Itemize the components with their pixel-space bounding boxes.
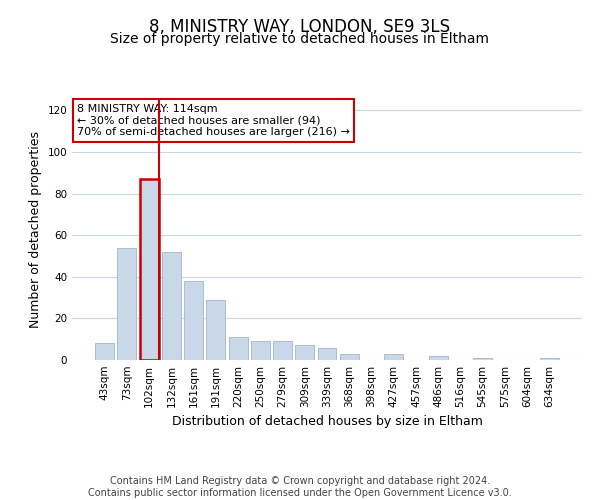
- Bar: [273, 342, 292, 360]
- Bar: [473, 358, 492, 360]
- X-axis label: Distribution of detached houses by size in Eltham: Distribution of detached houses by size …: [172, 416, 482, 428]
- Bar: [140, 179, 158, 360]
- Text: 8 MINISTRY WAY: 114sqm
← 30% of detached houses are smaller (94)
70% of semi-det: 8 MINISTRY WAY: 114sqm ← 30% of detached…: [77, 104, 350, 137]
- Bar: [251, 342, 270, 360]
- Bar: [540, 358, 559, 360]
- Bar: [295, 346, 314, 360]
- Y-axis label: Number of detached properties: Number of detached properties: [29, 132, 42, 328]
- Bar: [184, 281, 203, 360]
- Bar: [95, 344, 114, 360]
- Bar: [340, 354, 359, 360]
- Bar: [162, 252, 181, 360]
- Bar: [429, 356, 448, 360]
- Bar: [229, 337, 248, 360]
- Text: 8, MINISTRY WAY, LONDON, SE9 3LS: 8, MINISTRY WAY, LONDON, SE9 3LS: [149, 18, 451, 36]
- Text: Contains HM Land Registry data © Crown copyright and database right 2024.
Contai: Contains HM Land Registry data © Crown c…: [88, 476, 512, 498]
- Bar: [384, 354, 403, 360]
- Text: Size of property relative to detached houses in Eltham: Size of property relative to detached ho…: [110, 32, 490, 46]
- Bar: [317, 348, 337, 360]
- Bar: [206, 300, 225, 360]
- Bar: [118, 248, 136, 360]
